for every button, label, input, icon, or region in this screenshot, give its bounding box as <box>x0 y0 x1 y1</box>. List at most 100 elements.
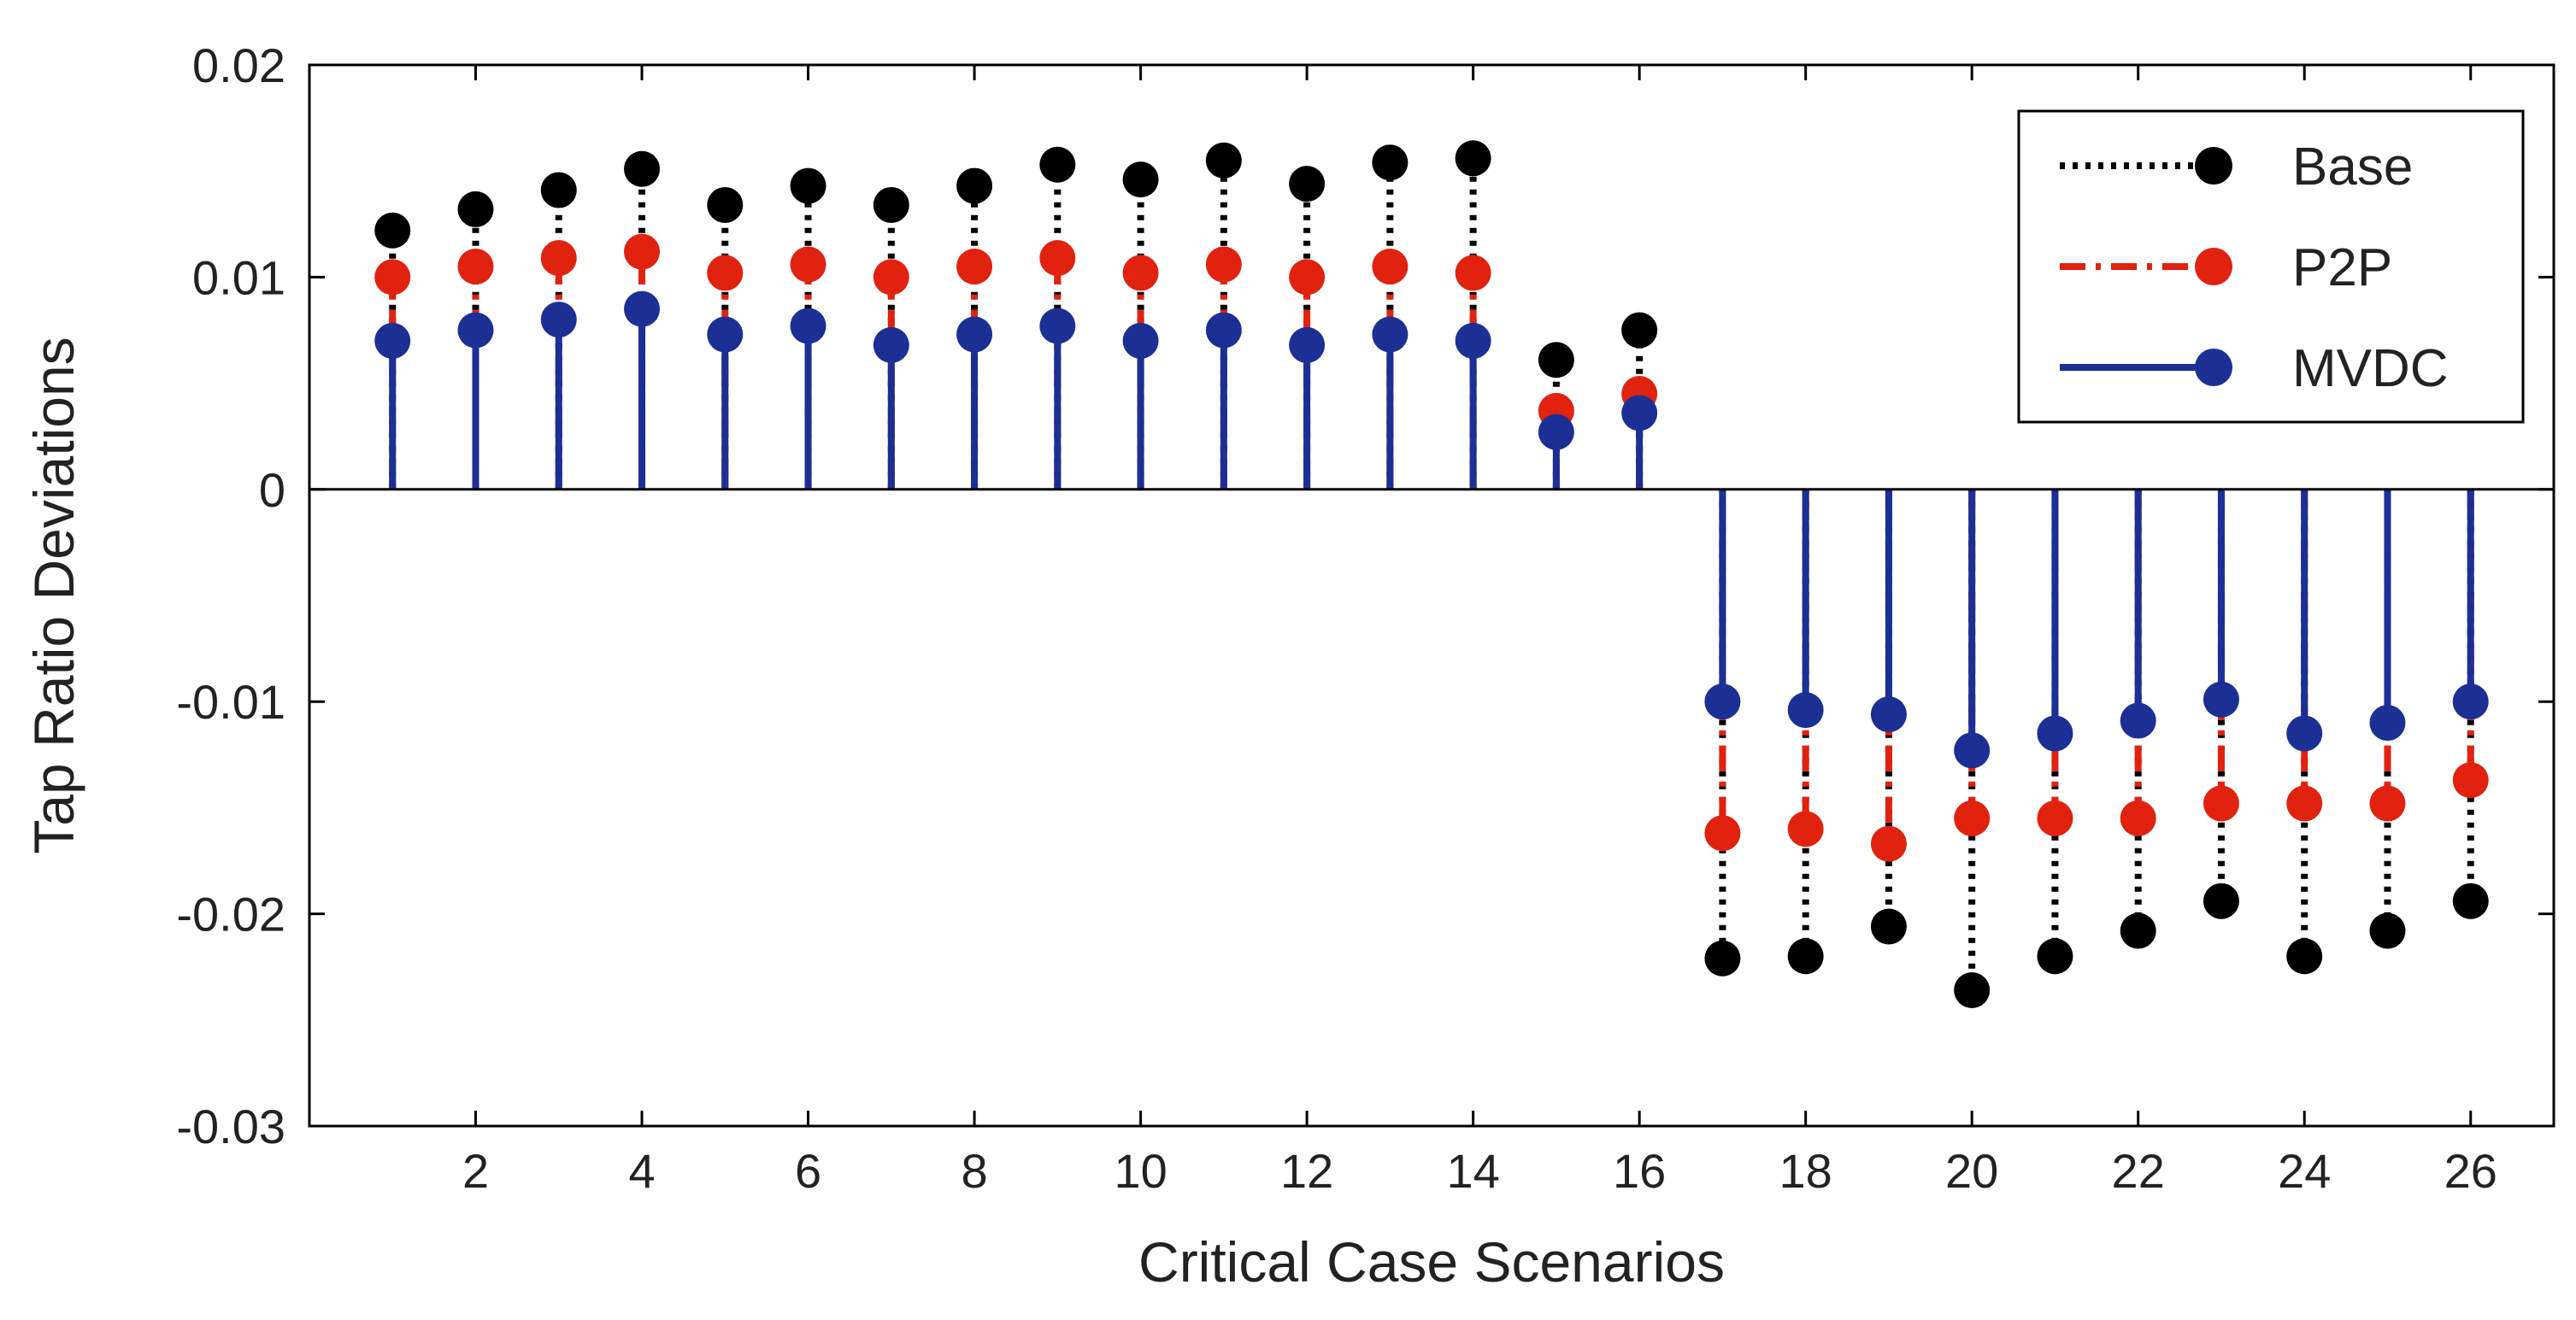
marker-p2p-23 <box>2203 785 2239 822</box>
marker-mvdc-4 <box>624 290 661 327</box>
y-tick-label: -0.01 <box>176 675 285 729</box>
marker-p2p-26 <box>2452 762 2489 799</box>
marker-base-10 <box>1122 161 1159 198</box>
legend-marker-mvdc <box>2195 349 2232 386</box>
x-axis-label: Critical Case Scenarios <box>1138 1230 1725 1294</box>
marker-p2p-25 <box>2369 785 2406 822</box>
marker-mvdc-24 <box>2286 715 2323 752</box>
marker-p2p-18 <box>1787 811 1824 848</box>
x-tick-label: 2 <box>462 1144 489 1198</box>
marker-base-3 <box>540 172 577 208</box>
marker-base-20 <box>1954 972 1991 1009</box>
marker-p2p-3 <box>540 240 577 277</box>
marker-p2p-8 <box>956 248 993 285</box>
marker-base-13 <box>1372 144 1409 181</box>
marker-mvdc-15 <box>1538 414 1574 450</box>
marker-p2p-10 <box>1122 255 1159 291</box>
marker-base-16 <box>1621 312 1658 349</box>
y-tick-label: -0.03 <box>176 1100 285 1153</box>
marker-base-19 <box>1870 908 1907 945</box>
marker-p2p-20 <box>1954 800 1991 836</box>
marker-mvdc-23 <box>2203 681 2239 718</box>
x-tick-label: 8 <box>961 1144 987 1198</box>
x-tick-label: 16 <box>1613 1144 1666 1198</box>
marker-p2p-12 <box>1289 259 1326 296</box>
marker-mvdc-14 <box>1455 322 1491 359</box>
marker-base-1 <box>374 212 411 249</box>
x-tick-label: 4 <box>628 1144 655 1198</box>
marker-mvdc-11 <box>1205 312 1242 349</box>
marker-base-18 <box>1787 938 1824 975</box>
marker-p2p-22 <box>2120 800 2156 836</box>
marker-mvdc-22 <box>2120 702 2156 739</box>
marker-mvdc-18 <box>1787 692 1824 729</box>
marker-p2p-14 <box>1455 255 1491 291</box>
marker-base-12 <box>1289 166 1326 202</box>
x-tick-label: 6 <box>795 1144 821 1198</box>
marker-base-11 <box>1205 142 1242 179</box>
marker-mvdc-20 <box>1954 732 1991 769</box>
x-tick-label: 22 <box>2112 1144 2165 1198</box>
x-tick-label: 12 <box>1280 1144 1333 1198</box>
marker-p2p-9 <box>1039 240 1076 277</box>
marker-p2p-4 <box>624 233 661 270</box>
y-tick-label: 0.02 <box>192 38 285 92</box>
y-axis-label: Tap Ratio Deviations <box>22 337 85 854</box>
marker-base-7 <box>873 186 909 223</box>
x-tick-label: 26 <box>2444 1144 2497 1198</box>
marker-p2p-7 <box>873 259 909 296</box>
ticks-layer: 2 4 6 8 10 12 14 16 18 20 22 24 260.020.010-0.01-0.0… <box>176 38 2554 1198</box>
x-tick-label: 14 <box>1446 1144 1499 1198</box>
marker-mvdc-5 <box>707 316 744 353</box>
marker-p2p-2 <box>457 248 494 285</box>
marker-mvdc-16 <box>1621 395 1658 431</box>
marker-base-26 <box>2452 883 2489 919</box>
marker-p2p-17 <box>1704 815 1741 852</box>
x-tick-label: 10 <box>1114 1144 1167 1198</box>
marker-mvdc-7 <box>873 326 909 363</box>
marker-mvdc-21 <box>2037 715 2073 752</box>
marker-p2p-24 <box>2286 785 2323 822</box>
marker-mvdc-8 <box>956 316 993 353</box>
y-tick-label: 0 <box>259 463 285 517</box>
marker-mvdc-12 <box>1289 326 1326 363</box>
marker-mvdc-2 <box>457 312 494 349</box>
marker-base-14 <box>1455 140 1491 177</box>
marker-mvdc-17 <box>1704 683 1741 720</box>
marker-mvdc-13 <box>1372 316 1409 353</box>
legend-label-mvdc: MVDC <box>2292 339 2449 398</box>
legend-marker-p2p <box>2195 248 2232 285</box>
marker-p2p-6 <box>790 246 826 283</box>
marker-mvdc-9 <box>1039 308 1076 344</box>
marker-mvdc-25 <box>2369 705 2406 742</box>
marker-base-25 <box>2369 912 2406 949</box>
marker-base-5 <box>707 186 744 223</box>
marker-base-24 <box>2286 938 2323 975</box>
markers-layer <box>374 140 2489 1009</box>
legend-marker-base <box>2195 147 2232 185</box>
y-tick-label: -0.02 <box>176 888 285 942</box>
x-tick-label: 18 <box>1779 1144 1832 1198</box>
legend-label-base: Base <box>2292 138 2413 197</box>
marker-mvdc-10 <box>1122 322 1159 359</box>
marker-p2p-5 <box>707 255 744 291</box>
marker-p2p-19 <box>1870 825 1907 862</box>
x-tick-label: 24 <box>2278 1144 2331 1198</box>
marker-p2p-13 <box>1372 248 1409 285</box>
marker-base-23 <box>2203 883 2239 919</box>
marker-p2p-1 <box>374 259 411 296</box>
y-tick-label: 0.01 <box>192 250 285 304</box>
legend-label-p2p: P2P <box>2292 238 2392 297</box>
x-tick-label: 20 <box>1945 1144 1998 1198</box>
marker-base-15 <box>1538 342 1574 378</box>
marker-base-6 <box>790 167 826 204</box>
marker-base-4 <box>624 150 661 187</box>
plot-frame <box>308 63 2555 1128</box>
marker-base-9 <box>1039 146 1076 183</box>
marker-base-22 <box>2120 912 2156 949</box>
marker-base-21 <box>2037 938 2073 975</box>
marker-mvdc-19 <box>1870 696 1907 733</box>
marker-mvdc-26 <box>2452 683 2489 720</box>
marker-mvdc-6 <box>790 308 826 344</box>
